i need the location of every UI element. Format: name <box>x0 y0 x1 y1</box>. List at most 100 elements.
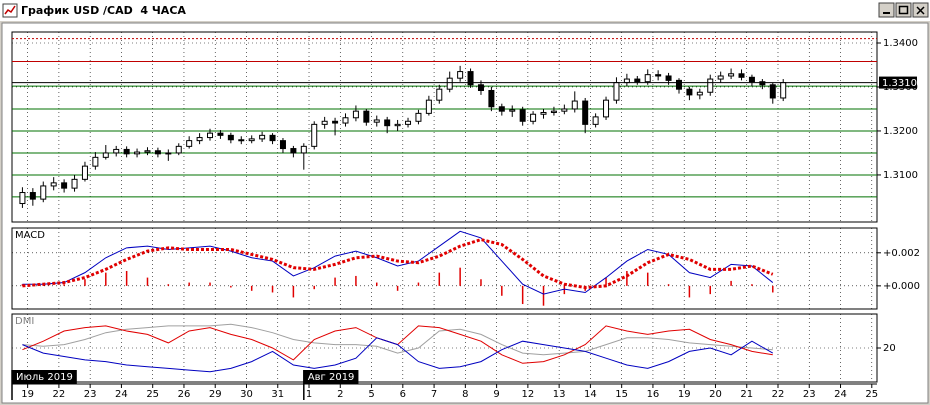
candle-body <box>728 73 735 77</box>
x-tick-label: 8 <box>462 389 468 400</box>
candle-body <box>519 109 526 122</box>
y-tick-label: 20 <box>883 343 896 354</box>
candle-body <box>321 120 328 125</box>
candle-body <box>571 100 578 110</box>
candle-body <box>780 82 787 99</box>
x-tick-label: 29 <box>209 389 222 400</box>
x-tick-label: 22 <box>53 389 66 400</box>
candle-body <box>436 88 443 101</box>
candle-body <box>363 110 370 123</box>
candle-body <box>134 151 141 155</box>
x-tick-label: 5 <box>368 389 374 400</box>
candle-body <box>498 106 505 112</box>
minimize-button[interactable] <box>878 2 895 18</box>
candle-body <box>457 71 464 79</box>
candle-body <box>71 178 78 189</box>
candle-body <box>550 110 557 113</box>
period-box <box>303 370 359 384</box>
pane-title: MACD <box>15 230 45 241</box>
candle-body <box>40 185 47 200</box>
x-tick-label: 20 <box>709 389 722 400</box>
candle-body <box>561 108 568 112</box>
candle-body <box>61 182 68 189</box>
x-tick-label: 9 <box>493 389 499 400</box>
candle-body <box>603 99 610 118</box>
candle-body <box>248 138 255 142</box>
macd-line <box>22 230 774 295</box>
candle-body <box>92 156 99 167</box>
x-tick-label: 25 <box>865 389 878 400</box>
y-tick-label: 1.3400 <box>883 38 918 49</box>
candle-body <box>154 150 161 155</box>
candle-body <box>415 112 422 122</box>
pane-frame <box>11 31 878 223</box>
candle-body <box>717 75 724 80</box>
candle-body <box>644 74 651 83</box>
candle-body <box>290 148 297 154</box>
y-tick-label: +0.000 <box>883 281 920 292</box>
candle-body <box>279 140 286 150</box>
candle-body <box>655 74 662 77</box>
candle-body <box>300 145 307 154</box>
candle-body <box>238 139 245 142</box>
candle-body <box>342 117 349 124</box>
candle-body <box>207 132 214 139</box>
candle-body <box>634 78 641 83</box>
period-label: Авг 2019 <box>308 372 355 383</box>
window-title: График USD /CAD 4 ЧАСА <box>21 4 186 17</box>
window-icon <box>2 3 18 18</box>
y-tick-label: 1.3100 <box>883 170 918 181</box>
candle-body <box>623 78 630 84</box>
candle-body <box>769 84 776 99</box>
candle-body <box>405 120 412 125</box>
candle-body <box>196 137 203 142</box>
candle-body <box>144 150 151 153</box>
candle-body <box>19 192 26 205</box>
candle-body <box>675 79 682 90</box>
candle-body <box>488 89 495 108</box>
candle-body <box>269 134 276 142</box>
current-price-box <box>879 76 917 89</box>
candle-body <box>748 76 755 83</box>
candle-body <box>665 75 672 81</box>
candle-body <box>425 99 432 114</box>
pane-frame <box>11 227 878 310</box>
x-tick-label: 25 <box>146 389 159 400</box>
pane-title: DMI <box>15 316 34 327</box>
x-tick-label: 2 <box>337 389 343 400</box>
candle-body <box>373 119 380 123</box>
candle-body <box>582 100 589 125</box>
x-tick-label: 24 <box>115 389 128 400</box>
candle-body <box>227 134 234 141</box>
x-tick-label: 13 <box>553 389 566 400</box>
candle-body <box>530 113 537 122</box>
candle-body <box>102 152 109 158</box>
candle-body <box>759 81 766 86</box>
current-price-label: 1.3310 <box>882 78 917 89</box>
candle-body <box>613 82 620 101</box>
candle-body <box>384 119 391 127</box>
candle-body <box>186 140 193 147</box>
x-tick-label: 14 <box>584 389 597 400</box>
candle-body <box>509 109 516 112</box>
y-tick-label: +0.002 <box>883 248 920 259</box>
x-tick-label: 26 <box>178 389 191 400</box>
candle-body <box>738 73 745 78</box>
x-tick-label: 31 <box>271 389 284 400</box>
x-tick-label: 19 <box>21 389 34 400</box>
close-button[interactable] <box>912 2 929 18</box>
candle-body <box>467 71 474 86</box>
candle-body <box>477 84 484 91</box>
period-label: Июль 2019 <box>16 372 73 383</box>
x-tick-label: 16 <box>647 389 660 400</box>
candle-body <box>29 192 36 200</box>
minus-di-line <box>22 337 774 373</box>
maximize-button[interactable] <box>895 2 912 18</box>
signal-line <box>22 238 774 290</box>
x-tick-label: 21 <box>740 389 753 400</box>
candle-body <box>217 132 224 136</box>
title-bar <box>0 0 930 21</box>
candle-body <box>592 116 599 125</box>
